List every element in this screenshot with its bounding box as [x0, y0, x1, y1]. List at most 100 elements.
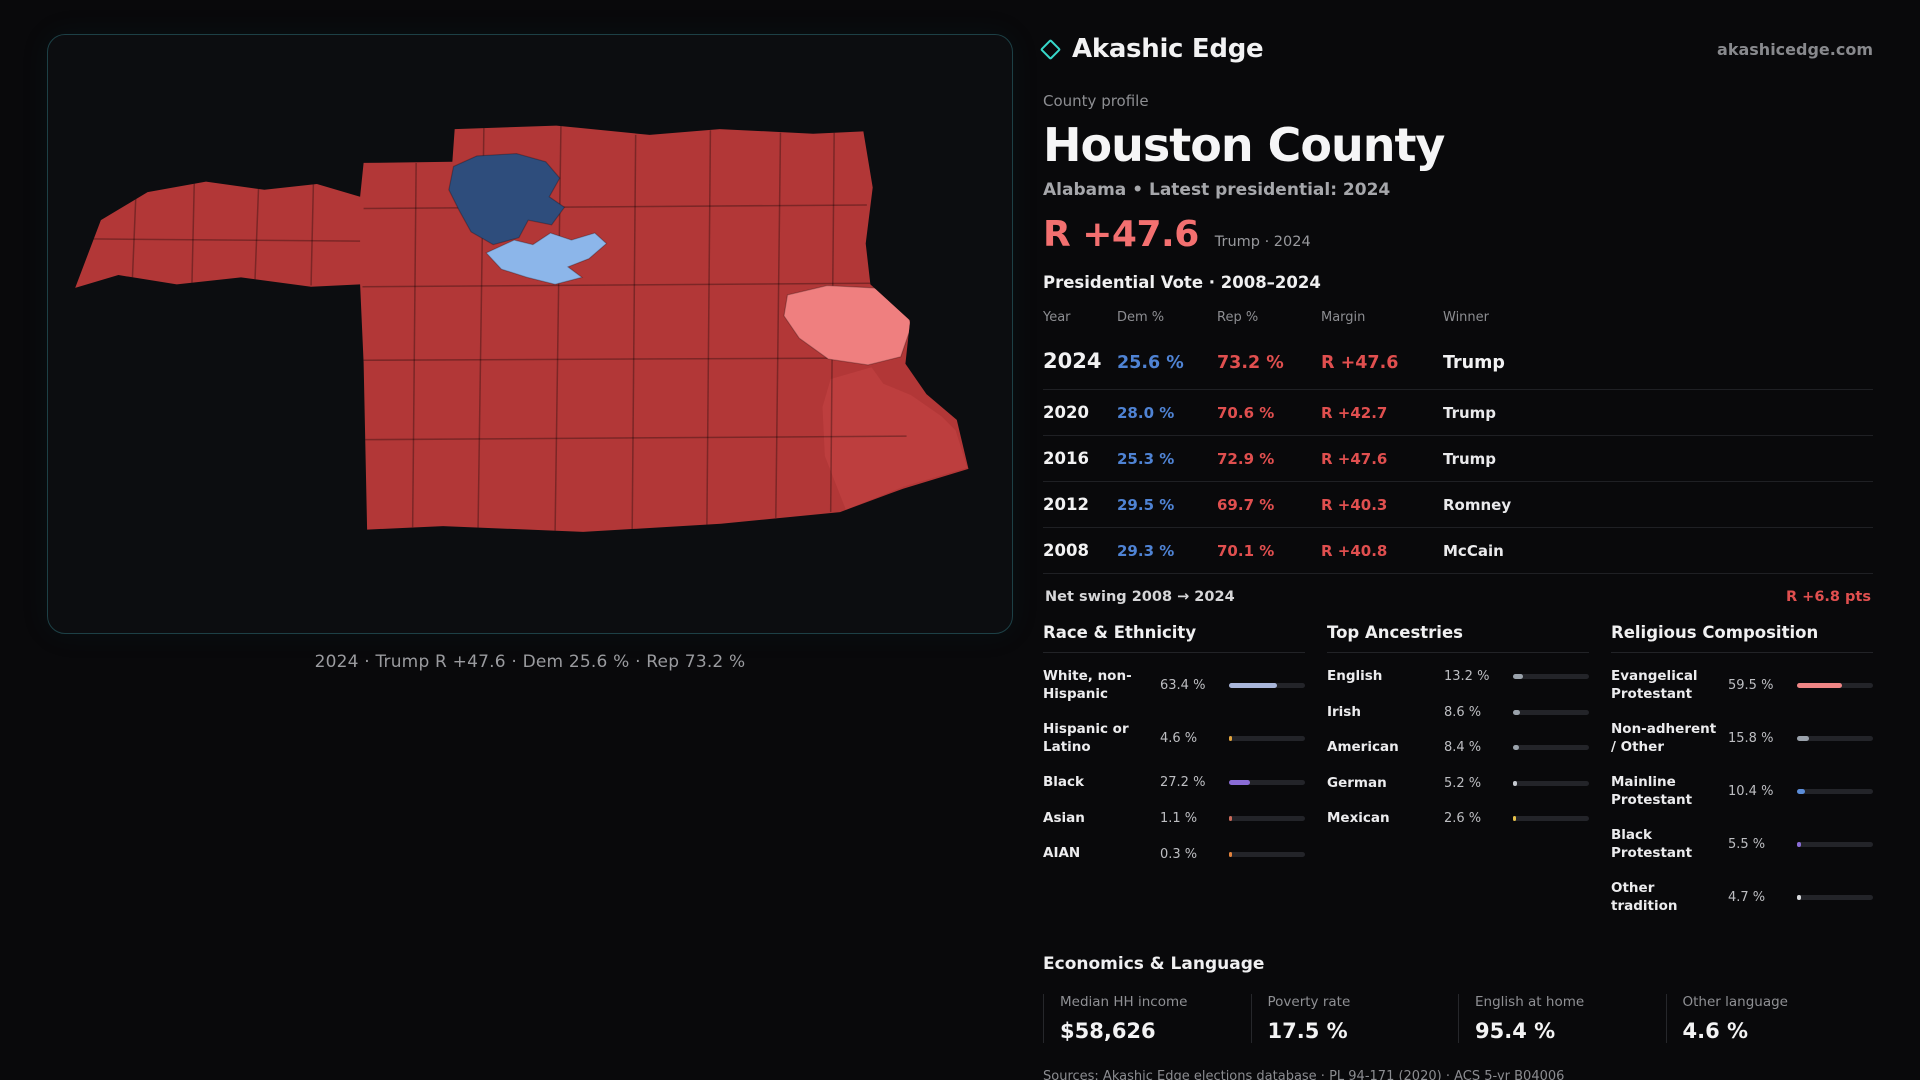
- footer: Sources: Akashic Edge elections database…: [1043, 1069, 1873, 1080]
- year-cell: 2024: [1043, 349, 1102, 373]
- demo-row: Black Protestant 5.5 %: [1611, 818, 1873, 871]
- dem-share-cell: 29.3 %: [1117, 542, 1175, 560]
- col-winner: Winner: [1443, 310, 1490, 325]
- religion-column: Religious Composition Evangelical Protes…: [1611, 623, 1873, 924]
- map-caption: 2024 · Trump R +47.6 · Dem 25.6 % · Rep …: [314, 652, 746, 672]
- vote-row-2012: 2012 29.5 % 69.7 % R +40.3 Romney: [1043, 482, 1873, 528]
- pct-bar: [1229, 683, 1305, 689]
- pct-bar: [1797, 789, 1873, 795]
- economics-title: Economics & Language: [1043, 954, 1265, 975]
- demo-row: Asian 1.1 %: [1043, 801, 1305, 837]
- demo-row: Irish 8.6 %: [1327, 695, 1589, 731]
- vote-table: Year Dem % Rep % Margin Winner 2024 25.6…: [1043, 302, 1873, 615]
- rep-share-cell: 70.6 %: [1217, 404, 1275, 422]
- vote-table-title: Presidential Vote · 2008–2024: [1043, 273, 1321, 292]
- stat-median-income: Median HH income $58,626: [1043, 994, 1251, 1044]
- demo-row: American 8.4 %: [1327, 730, 1589, 766]
- pct-bar: [1797, 895, 1873, 901]
- demographics-section: Race & Ethnicity White, non-Hispanic 63.…: [1043, 623, 1873, 924]
- pct-bar: [1513, 709, 1589, 715]
- site-url-link[interactable]: akashicedge.com: [1717, 39, 1873, 59]
- demo-row: AIAN 0.3 %: [1043, 836, 1305, 872]
- map-region-highlight-county: [783, 284, 912, 366]
- margin-cell: R +40.8: [1321, 542, 1388, 560]
- year-cell: 2008: [1043, 541, 1089, 560]
- col-margin: Margin: [1321, 310, 1366, 325]
- winner-cell: Trump: [1443, 404, 1497, 422]
- pct-bar: [1513, 745, 1589, 751]
- winner-cell: McCain: [1443, 542, 1504, 560]
- pct-bar: [1797, 736, 1873, 742]
- demo-row: Mainline Protestant 10.4 %: [1611, 765, 1873, 818]
- demo-row: Non-adherent / Other 15.8 %: [1611, 712, 1873, 765]
- race-ethnicity-column: Race & Ethnicity White, non-Hispanic 63.…: [1043, 623, 1305, 924]
- brand[interactable]: Akashic Edge: [1039, 34, 1264, 64]
- year-cell: 2016: [1043, 449, 1089, 468]
- brand-diamond-icon: [1039, 38, 1062, 60]
- col-dem: Dem %: [1117, 310, 1165, 325]
- pct-bar: [1229, 780, 1305, 786]
- dem-share-cell: 25.3 %: [1117, 450, 1175, 468]
- brand-name: Akashic Edge: [1072, 34, 1264, 64]
- demo-row: German 5.2 %: [1327, 766, 1589, 802]
- winner-cell: Trump: [1443, 450, 1497, 468]
- ancestries-title: Top Ancestries: [1327, 623, 1589, 653]
- demo-row: White, non-Hispanic 63.4 %: [1043, 659, 1305, 712]
- ancestries-column: Top Ancestries English 13.2 % Irish 8.6 …: [1327, 623, 1589, 924]
- headline-margin-note: Trump · 2024: [1214, 234, 1311, 250]
- demo-row: Evangelical Protestant 59.5 %: [1611, 659, 1873, 712]
- rep-share-cell: 73.2 %: [1217, 353, 1284, 373]
- col-rep: Rep %: [1217, 310, 1259, 325]
- race-ethnicity-title: Race & Ethnicity: [1043, 623, 1305, 653]
- map-column: 2024 · Trump R +47.6 · Dem 25.6 % · Rep …: [47, 34, 1013, 672]
- dem-share-cell: 29.5 %: [1117, 496, 1175, 514]
- county-border-lines: [77, 125, 907, 532]
- winner-cell: Romney: [1443, 496, 1512, 514]
- pct-bar: [1229, 851, 1305, 857]
- map-region-republican-light: [822, 367, 968, 510]
- pct-bar: [1797, 683, 1873, 689]
- sources-note: Sources: Akashic Edge elections database…: [1043, 1069, 1565, 1080]
- year-cell: 2012: [1043, 495, 1089, 514]
- stat-poverty-rate: Poverty rate 17.5 %: [1250, 994, 1459, 1044]
- site-header: Akashic Edge akashicedge.com: [1039, 34, 1873, 64]
- dem-share-cell: 25.6 %: [1117, 353, 1184, 373]
- demo-row: Hispanic or Latino 4.6 %: [1043, 712, 1305, 765]
- info-column: Akashic Edge akashicedge.com County prof…: [1039, 34, 1874, 1080]
- page-subtitle: Alabama • Latest presidential: 2024: [1043, 180, 1391, 200]
- dem-share-cell: 28.0 %: [1117, 404, 1175, 422]
- rep-share-cell: 69.7 %: [1217, 496, 1275, 514]
- pct-bar: [1513, 780, 1589, 786]
- pct-bar: [1229, 816, 1305, 821]
- stat-english-at-home: English at home 95.4 %: [1458, 994, 1666, 1044]
- pct-bar: [1797, 842, 1873, 848]
- vote-row-2008: 2008 29.3 % 70.1 % R +40.8 McCain: [1043, 528, 1873, 574]
- demo-row: Other tradition 4.7 %: [1611, 871, 1873, 924]
- vote-row-2020: 2020 28.0 % 70.6 % R +42.7 Trump: [1043, 390, 1873, 436]
- margin-cell: R +47.6: [1321, 353, 1399, 373]
- page-title: Houston County: [1043, 118, 1445, 172]
- vote-table-header: Year Dem % Rep % Margin Winner: [1043, 302, 1873, 335]
- pct-bar: [1513, 674, 1589, 680]
- net-swing-label: Net swing 2008 → 2024: [1045, 589, 1235, 605]
- rep-share-cell: 70.1 %: [1217, 542, 1275, 560]
- religion-title: Religious Composition: [1611, 623, 1873, 653]
- rep-share-cell: 72.9 %: [1217, 450, 1275, 468]
- col-year: Year: [1043, 310, 1071, 325]
- economics-section: Economics & Language Median HH income $5…: [1043, 954, 1874, 1044]
- pct-bar: [1513, 816, 1589, 822]
- demo-row: Black 27.2 %: [1043, 765, 1305, 801]
- headline-margin-value: R +47.6: [1043, 214, 1199, 255]
- map-region-dem-strong: [448, 153, 566, 246]
- headline-margin-block: R +47.6 Trump · 2024: [1043, 214, 1873, 255]
- margin-cell: R +42.7: [1321, 404, 1388, 422]
- pct-bar: [1229, 736, 1305, 742]
- stat-other-language: Other language 4.6 %: [1665, 994, 1874, 1044]
- winner-cell: Trump: [1443, 353, 1505, 373]
- county-choropleth-map[interactable]: [58, 45, 1002, 623]
- county-map-panel: [47, 34, 1013, 634]
- year-cell: 2020: [1043, 403, 1089, 422]
- vote-row-2024: 2024 25.6 % 73.2 % R +47.6 Trump: [1043, 335, 1873, 390]
- margin-cell: R +47.6: [1321, 450, 1388, 468]
